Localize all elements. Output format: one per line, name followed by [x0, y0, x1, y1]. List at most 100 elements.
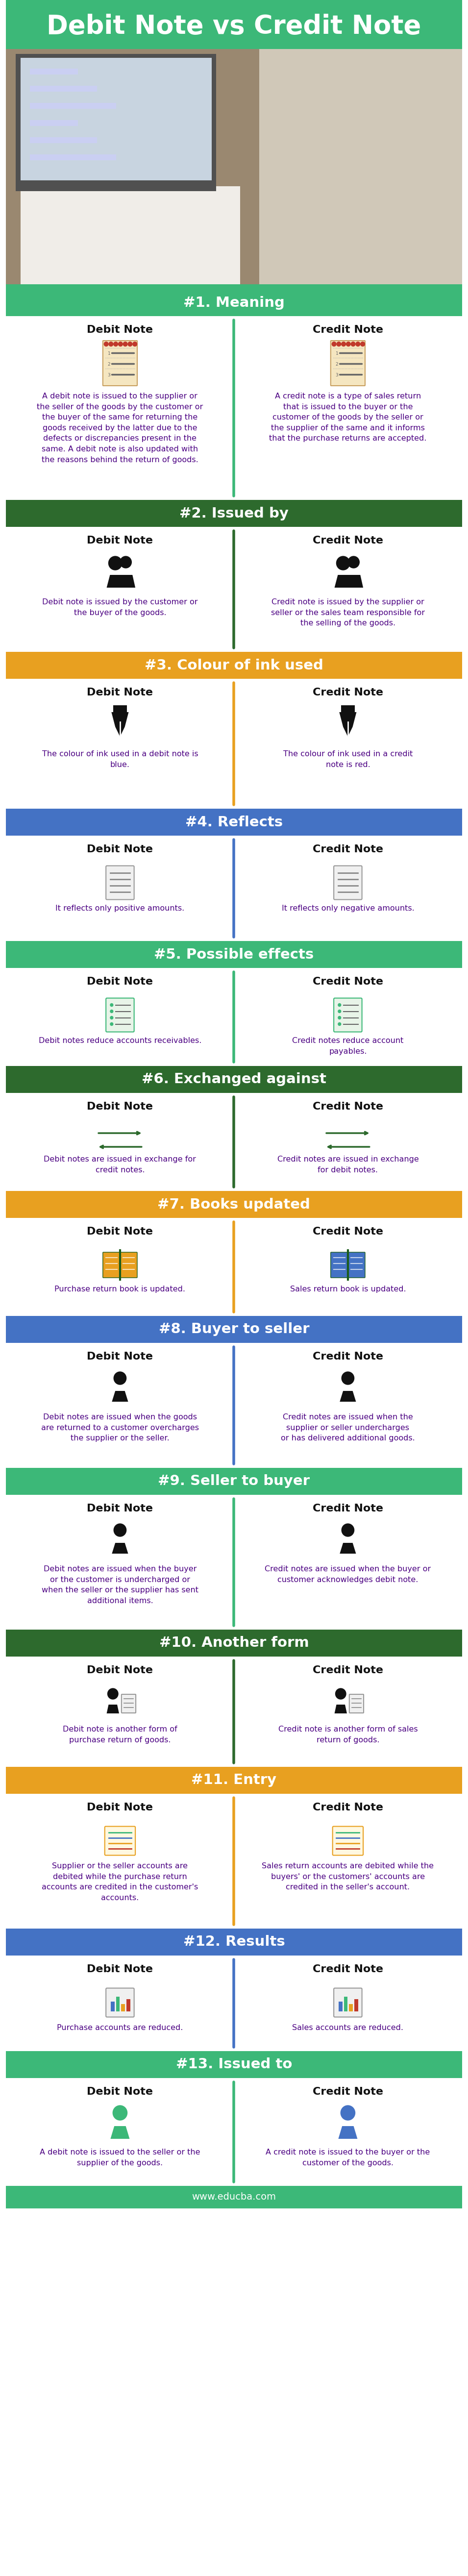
- Bar: [6, 49, 259, 289]
- Text: A credit note is a type of sales return
that is issued to the buyer or the
custo: A credit note is a type of sales return …: [269, 392, 427, 443]
- Text: #11. Entry: #11. Entry: [191, 1772, 277, 1788]
- Text: It reflects only negative amounts.: It reflects only negative amounts.: [282, 904, 414, 912]
- Circle shape: [114, 343, 118, 345]
- Text: Purchase return book is updated.: Purchase return book is updated.: [55, 1285, 185, 1293]
- Bar: [6, 1342, 462, 1468]
- Circle shape: [336, 1687, 346, 1700]
- Text: 1: 1: [108, 353, 110, 355]
- Polygon shape: [340, 1391, 356, 1401]
- Text: Debit Note: Debit Note: [87, 1352, 153, 1363]
- Polygon shape: [340, 1543, 356, 1553]
- Text: Sales return accounts are debited while the
buyers' or the customers' accounts a: Sales return accounts are debited while …: [262, 1862, 434, 1891]
- Circle shape: [110, 1005, 113, 1007]
- Bar: [6, 1468, 462, 1494]
- Bar: [113, 706, 127, 711]
- Text: #2. Issued by: #2. Issued by: [179, 507, 289, 520]
- Text: Credit Note: Credit Note: [313, 536, 383, 546]
- Text: Debit note is another form of
purchase return of goods.: Debit note is another form of purchase r…: [63, 1726, 177, 1744]
- Bar: [6, 680, 462, 809]
- Bar: [6, 2079, 462, 2187]
- Text: Supplier or the seller accounts are
debited while the purchase return
accounts a: Supplier or the seller accounts are debi…: [42, 1862, 198, 1901]
- Text: #4. Reflects: #4. Reflects: [185, 814, 283, 829]
- Bar: [6, 969, 462, 1066]
- Polygon shape: [335, 1705, 347, 1713]
- Text: Debit Note: Debit Note: [87, 845, 153, 855]
- Circle shape: [110, 1023, 113, 1025]
- Bar: [6, 500, 462, 528]
- Text: Credit Note: Credit Note: [313, 1965, 383, 1973]
- Text: Debit notes are issued when the buyer
or the customer is undercharged or
when th: Debit notes are issued when the buyer or…: [42, 1566, 198, 1605]
- Circle shape: [336, 343, 341, 345]
- FancyBboxPatch shape: [103, 340, 137, 386]
- Circle shape: [128, 343, 132, 345]
- Text: Debit Note: Debit Note: [87, 1965, 153, 1973]
- Circle shape: [118, 343, 123, 345]
- Bar: [354, 1999, 358, 2012]
- Bar: [6, 940, 462, 969]
- Text: Credit Note: Credit Note: [313, 845, 383, 855]
- Bar: [30, 85, 97, 93]
- Bar: [21, 185, 240, 283]
- Text: A debit note is issued to the seller or the
supplier of the goods.: A debit note is issued to the seller or …: [40, 2148, 200, 2166]
- Bar: [6, 528, 462, 652]
- Text: #6. Exchanged against: #6. Exchanged against: [142, 1072, 326, 1087]
- Text: Credit note is issued by the supplier or
seller or the sales team responsible fo: Credit note is issued by the supplier or…: [271, 598, 425, 626]
- Text: Debit Note: Debit Note: [87, 1664, 153, 1674]
- Bar: [6, 2050, 462, 2079]
- Bar: [116, 1996, 120, 2012]
- Text: Sales accounts are reduced.: Sales accounts are reduced.: [292, 2025, 403, 2032]
- Bar: [349, 2004, 353, 2012]
- Bar: [30, 103, 116, 108]
- FancyBboxPatch shape: [333, 1826, 363, 1855]
- Text: Debit notes are issued when the goods
are returned to a customer overcharges
the: Debit notes are issued when the goods ar…: [41, 1414, 199, 1443]
- Bar: [30, 137, 97, 144]
- Text: Debit Note: Debit Note: [87, 1803, 153, 1814]
- FancyBboxPatch shape: [334, 866, 362, 899]
- Text: Credit notes are issued when the
supplier or seller undercharges
or has delivere: Credit notes are issued when the supplie…: [281, 1414, 415, 1443]
- Bar: [6, 283, 462, 291]
- Bar: [6, 1190, 462, 1218]
- Polygon shape: [115, 726, 125, 737]
- FancyBboxPatch shape: [106, 997, 134, 1033]
- Circle shape: [341, 2105, 355, 2120]
- Polygon shape: [338, 2125, 358, 2138]
- FancyBboxPatch shape: [349, 1695, 364, 1713]
- Bar: [6, 1631, 462, 1656]
- Bar: [6, 49, 462, 289]
- Polygon shape: [343, 726, 353, 737]
- FancyBboxPatch shape: [334, 1989, 362, 2017]
- Polygon shape: [107, 574, 126, 587]
- Text: 2: 2: [336, 363, 338, 366]
- Bar: [341, 706, 355, 711]
- Circle shape: [109, 343, 113, 345]
- Bar: [6, 1929, 462, 1955]
- Circle shape: [342, 1525, 354, 1535]
- Text: Debit note is issued by the customer or
the buyer of the goods.: Debit note is issued by the customer or …: [42, 598, 198, 616]
- Circle shape: [348, 556, 359, 569]
- Text: Credit Note: Credit Note: [313, 688, 383, 698]
- Text: Credit Note: Credit Note: [313, 2087, 383, 2097]
- Circle shape: [110, 1018, 113, 1020]
- Bar: [6, 1494, 462, 1631]
- Circle shape: [114, 1373, 126, 1383]
- Bar: [344, 1996, 348, 2012]
- Polygon shape: [346, 574, 363, 587]
- Circle shape: [133, 343, 137, 345]
- Bar: [6, 2187, 462, 2208]
- Circle shape: [346, 343, 351, 345]
- Text: www.educba.com: www.educba.com: [192, 2192, 276, 2202]
- Polygon shape: [112, 1391, 128, 1401]
- Text: Debit notes reduce accounts receivables.: Debit notes reduce accounts receivables.: [38, 1038, 201, 1043]
- Polygon shape: [339, 711, 357, 726]
- Text: 3: 3: [336, 374, 338, 379]
- Bar: [15, 54, 216, 191]
- Bar: [30, 70, 78, 75]
- Text: Credit Note: Credit Note: [313, 1664, 383, 1674]
- Text: 2: 2: [108, 363, 110, 366]
- Bar: [6, 1066, 462, 1092]
- Bar: [6, 1316, 462, 1342]
- Text: #5. Possible effects: #5. Possible effects: [154, 948, 314, 961]
- Circle shape: [351, 343, 355, 345]
- Bar: [6, 652, 462, 680]
- Text: #9. Seller to buyer: #9. Seller to buyer: [158, 1473, 310, 1489]
